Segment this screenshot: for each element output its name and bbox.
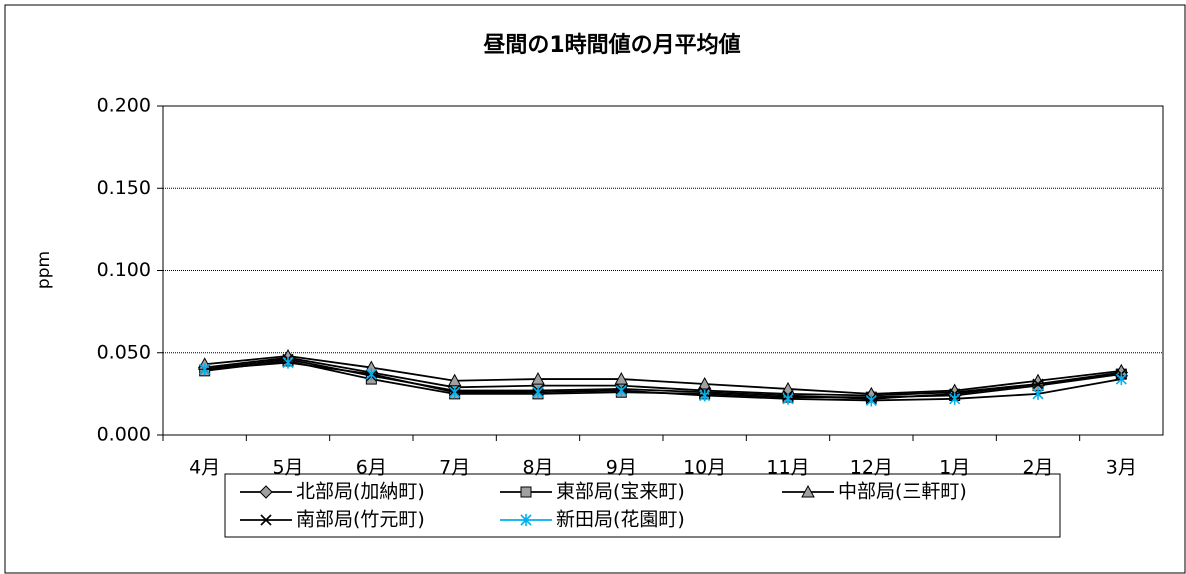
data-point <box>614 372 629 385</box>
x-tick-label: 12月 <box>850 457 893 479</box>
data-point <box>199 363 211 376</box>
x-tick-label: 4月 <box>189 457 220 479</box>
data-point <box>1032 378 1044 390</box>
chart-title: 昼間の1時間値の月平均値 <box>483 32 740 58</box>
x-tick-label: 2月 <box>1022 457 1053 479</box>
legend-marker <box>801 484 815 498</box>
y-tick-label: 0.150 <box>97 177 151 199</box>
legend-marker <box>260 514 272 526</box>
legend-label: 中部局(三軒町) <box>838 481 967 503</box>
x-tick-label: 1月 <box>939 457 970 479</box>
data-point <box>1115 373 1127 386</box>
legend-label: 南部局(竹元町) <box>296 509 425 531</box>
data-point <box>365 368 377 381</box>
data-point <box>699 389 711 402</box>
x-tick-label: 11月 <box>766 457 809 479</box>
series-line <box>204 361 1122 402</box>
x-tick-label: 7月 <box>439 457 470 479</box>
x-tick-label: 9月 <box>606 457 637 479</box>
data-point <box>1032 387 1044 400</box>
data-point <box>449 386 461 399</box>
series-line <box>204 355 1122 395</box>
data-point <box>615 384 627 397</box>
legend-marker <box>259 485 273 499</box>
data-point <box>782 392 794 405</box>
legend-label: 北部局(加納町) <box>296 481 425 503</box>
legend-box <box>224 473 1061 538</box>
y-tick-label: 0.200 <box>97 95 151 117</box>
data-point <box>447 373 462 387</box>
y-tick-label: 0.100 <box>97 259 151 281</box>
x-tick-label: 10月 <box>683 457 726 479</box>
data-point <box>865 394 877 407</box>
legend-marker <box>520 514 532 526</box>
data-point <box>282 356 294 369</box>
data-point <box>697 376 712 390</box>
x-tick-label: 3月 <box>1106 457 1137 479</box>
data-point <box>949 392 961 405</box>
y-tick-label: 0.050 <box>97 341 151 363</box>
x-tick-label: 6月 <box>356 457 387 479</box>
legend-marker <box>520 486 532 498</box>
x-tick-label: 8月 <box>522 457 553 479</box>
y-tick-label: 0.000 <box>97 424 151 446</box>
y-axis-label: ppm <box>34 251 54 289</box>
data-point <box>531 372 545 385</box>
x-tick-label: 5月 <box>272 457 303 479</box>
data-point <box>532 386 544 399</box>
legend-label: 新田局(花園町) <box>556 509 685 531</box>
legend-label: 東部局(宝来町) <box>556 481 685 503</box>
series-line <box>204 356 1122 397</box>
